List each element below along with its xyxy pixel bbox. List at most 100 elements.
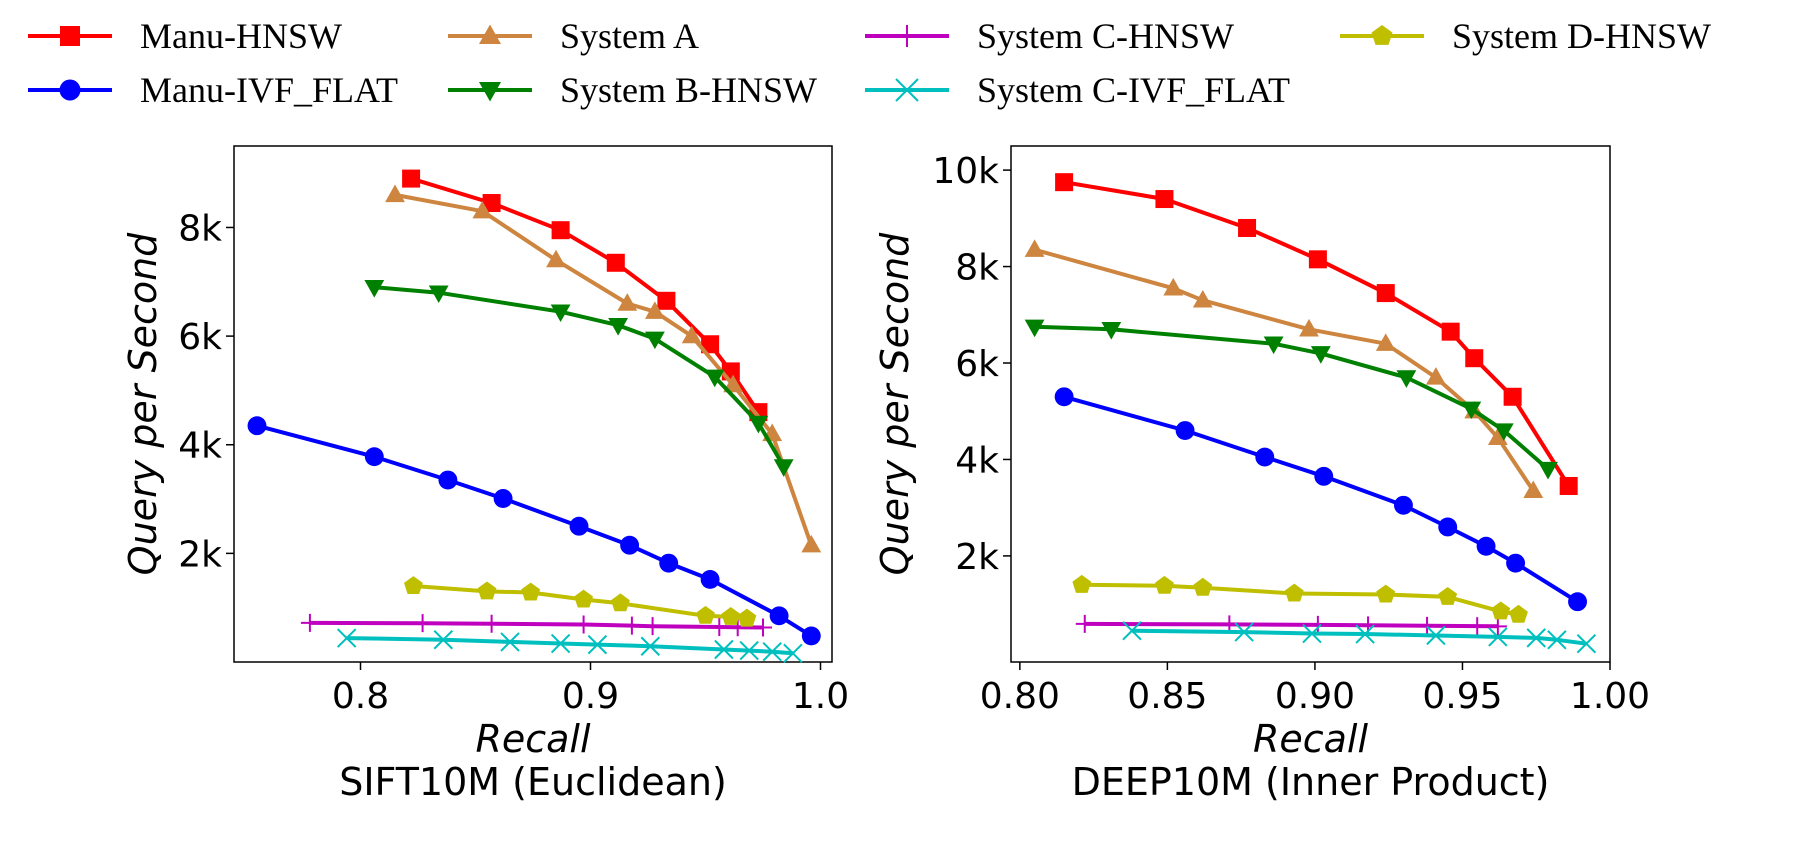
system-a-marker (1299, 318, 1319, 337)
system-b-hnsw-marker (364, 280, 385, 298)
y-axis-label: Query per Second (873, 232, 917, 575)
system-a-marker (1375, 333, 1396, 351)
system-c-ivf-flat-marker (762, 641, 782, 662)
system-a-marker (1024, 239, 1045, 257)
series-system-b-hnsw (364, 280, 794, 477)
system-c-ivf-flat-marker (1122, 620, 1142, 641)
system-c-hnsw-marker (482, 614, 501, 633)
system-c-ivf-flat-marker (550, 633, 571, 654)
system-a-marker (801, 534, 822, 553)
system-c-hnsw-marker (1418, 616, 1437, 635)
series-system-d-hnsw (404, 576, 757, 627)
manu-ivf-flat-marker (700, 569, 720, 589)
system-b-hnsw-marker (773, 459, 794, 477)
manu-hnsw-marker (1055, 173, 1074, 192)
system-d-hnsw-marker (1155, 575, 1174, 594)
y-tick-label: 6k (955, 344, 999, 385)
system-a-marker (617, 293, 638, 311)
system-b-hnsw-marker (1538, 461, 1558, 480)
system-b-hnsw-marker (1024, 319, 1045, 338)
manu-hnsw-marker (1376, 284, 1395, 303)
system-a-marker (1487, 427, 1508, 445)
manu-hnsw-marker (551, 221, 570, 240)
legend-label: Manu-IVF_FLAT (140, 70, 398, 110)
system-c-ivf-flat-marker (1488, 627, 1508, 647)
y-axis-label: Query per Second (121, 232, 165, 575)
system-c-hnsw-marker (754, 618, 772, 637)
manu-hnsw-marker (1238, 218, 1257, 237)
system-c-ivf-flat-marker (1426, 625, 1446, 646)
manu-ivf-flat-marker (769, 606, 789, 626)
series-manu-hnsw (402, 169, 768, 422)
manu-ivf-flat-marker (1476, 536, 1496, 556)
system-c-ivf-flat-marker (1547, 630, 1567, 650)
x-tick-label: 1.00 (1570, 676, 1650, 717)
legend-entry-manu-hnsw: Manu-HNSW (28, 16, 342, 56)
manu-ivf-flat-marker (1393, 495, 1413, 515)
plot-frame (1010, 145, 1611, 663)
x-tick-label: 0.95 (1422, 676, 1502, 717)
system-c-hnsw-marker (1075, 614, 1094, 633)
system-d-hnsw-marker (1509, 604, 1528, 623)
system-d-hnsw-marker (1491, 601, 1511, 620)
legend-entry-system-c-hnsw: System C-HNSW (865, 16, 1234, 56)
legend-system-c-hnsw-marker (896, 25, 918, 47)
manu-ivf-flat-marker (1438, 517, 1458, 537)
system-c-hnsw-marker (300, 613, 319, 632)
y-tick-label: 8k (178, 208, 222, 249)
legend-system-c-ivf-flat-marker (895, 78, 919, 102)
series-system-c-ivf-flat (1122, 620, 1597, 654)
system-c-hnsw-marker (622, 616, 641, 635)
chart-title: SIFT10M (Euclidean) (339, 760, 727, 804)
manu-hnsw-marker (1308, 250, 1327, 269)
manu-hnsw-marker (1503, 387, 1522, 406)
x-tick-label: 0.90 (1275, 676, 1355, 717)
system-c-ivf-flat-marker (714, 639, 734, 660)
x-axis-label: Recall (475, 717, 591, 761)
system-a-marker (645, 301, 665, 319)
y-tick-label: 10k (932, 151, 999, 192)
series-system-b-hnsw (1024, 319, 1558, 480)
legend-label: System B-HNSW (560, 70, 817, 110)
system-c-ivf-flat-line (1131, 628, 1587, 646)
system-a-marker (546, 249, 566, 268)
manu-ivf-flat-marker (659, 553, 679, 573)
legend-manu-hnsw-marker (60, 26, 80, 46)
legend-entry-system-c-ivf-flat: System C-IVF_FLAT (865, 70, 1290, 110)
legend-system-d-hnsw-marker (1371, 25, 1393, 45)
manu-hnsw-marker (1559, 476, 1578, 495)
manu-hnsw-marker (1441, 322, 1460, 341)
system-a-marker (1426, 367, 1446, 385)
system-a-marker (472, 200, 493, 219)
manu-hnsw-marker (1465, 349, 1484, 368)
series-system-a (385, 184, 822, 553)
manu-hnsw-marker (402, 169, 421, 188)
manu-ivf-flat-marker (1568, 592, 1587, 612)
manu-hnsw-marker (606, 253, 625, 272)
system-a-marker (723, 374, 743, 393)
manu-ivf-flat-marker (438, 470, 458, 490)
manu-ivf-flat-marker (1506, 553, 1526, 573)
system-b-hnsw-marker (1396, 370, 1417, 388)
manu-ivf-flat-marker (1054, 387, 1074, 407)
system-d-hnsw-marker (1438, 587, 1458, 605)
system-d-hnsw-marker (611, 593, 630, 612)
y-tick-label: 4k (955, 440, 999, 481)
system-a-marker (681, 325, 702, 344)
system-d-hnsw-marker (721, 607, 741, 625)
system-c-ivf-flat-line (346, 636, 794, 656)
system-d-hnsw-marker (1072, 574, 1092, 593)
system-a-marker (1163, 277, 1184, 296)
series-manu-hnsw (1055, 173, 1578, 495)
system-c-ivf-flat-marker (1576, 633, 1597, 654)
system-b-hnsw-marker (645, 331, 665, 350)
system-c-ivf-flat-marker (336, 628, 357, 648)
legend-label: System C-IVF_FLAT (977, 70, 1290, 110)
x-tick-label: 0.80 (980, 676, 1060, 717)
x-tick-label: 0.8 (332, 676, 389, 717)
system-d-hnsw-marker (696, 605, 715, 624)
system-b-hnsw-marker (428, 285, 449, 304)
manu-hnsw-marker (482, 194, 501, 213)
